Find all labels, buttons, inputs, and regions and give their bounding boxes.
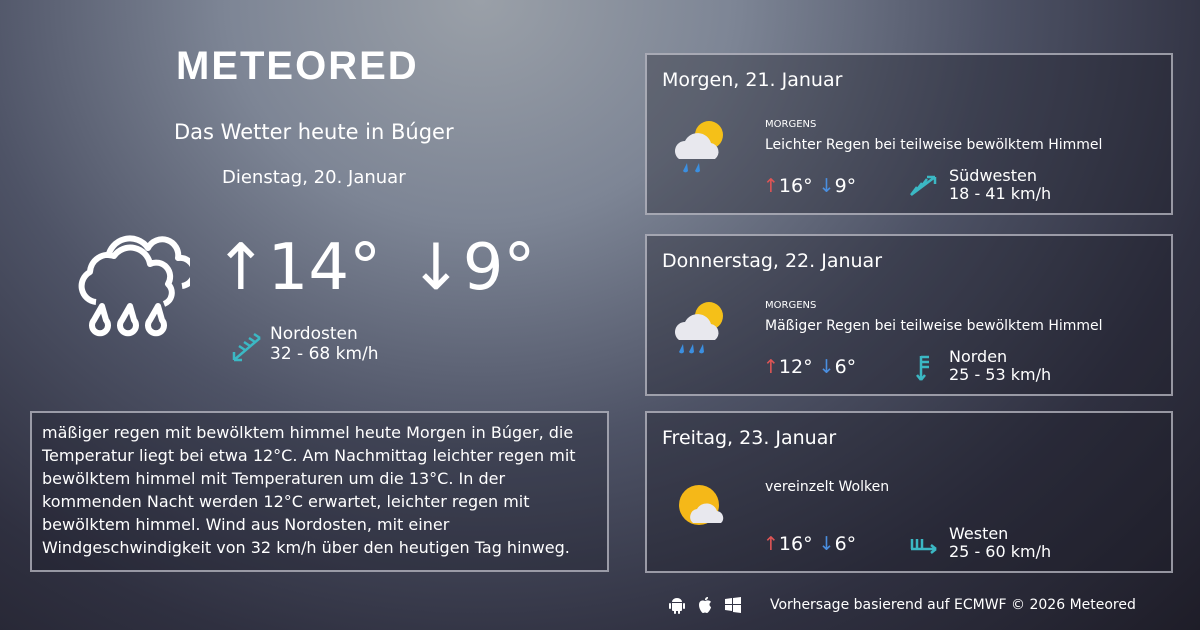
forecast-day: Freitag, 23. Januar: [662, 427, 837, 449]
sun-cloud-rain-icon: [675, 121, 723, 173]
windows-icon[interactable]: [724, 596, 742, 614]
forecast-max: 16°: [778, 175, 813, 197]
forecast-condition: Mäßiger Regen bei teilweise bewölktem Hi…: [765, 318, 1103, 334]
forecast-min: 6°: [834, 533, 857, 555]
forecast-max: 12°: [778, 356, 813, 378]
forecast-period: MORGENS: [765, 300, 817, 311]
forecast-wind-direction: Norden: [949, 347, 1008, 366]
page-title: Das Wetter heute in Búger: [174, 120, 454, 144]
forecast-day: Morgen, 21. Januar: [662, 69, 843, 91]
arrow-down-icon: ↓: [818, 533, 835, 555]
forecast-day: Donnerstag, 22. Januar: [662, 250, 883, 272]
arrow-up-icon: ↑: [763, 533, 779, 555]
footer-credit: Vorhersage basierend auf ECMWF © 2026 Me…: [770, 597, 1136, 613]
wind-southwest-icon: [910, 175, 937, 196]
forecast-card-3[interactable]: Freitag, 23. Januar vereinzelt Wolken ↑1…: [645, 411, 1173, 573]
forecast-card-2[interactable]: Donnerstag, 22. Januar MORGENS Mäßiger R…: [645, 234, 1173, 396]
today-wind-speed: 32 - 68 km/h: [270, 344, 379, 364]
wind-west-icon: [910, 539, 937, 554]
forecast-max: 16°: [778, 533, 813, 555]
forecast-wind-speed: 25 - 53 km/h: [949, 365, 1052, 384]
sun-cloud-rain-icon: [675, 302, 723, 354]
forecast-period: MORGENS: [765, 119, 817, 130]
forecast-wind-speed: 25 - 60 km/h: [949, 542, 1052, 561]
today-wind-direction: Nordosten: [270, 324, 358, 344]
arrow-up-icon: ↑: [763, 356, 779, 378]
wind-northeast-icon: [232, 332, 261, 362]
forecast-wind-direction: Südwesten: [949, 166, 1037, 185]
forecast-min: 9°: [834, 175, 857, 197]
today-min-temp: ↓9°: [409, 231, 536, 305]
android-icon[interactable]: [668, 596, 686, 614]
arrow-up-icon: ↑: [763, 175, 779, 197]
forecast-condition: Leichter Regen bei teilweise bewölktem H…: [765, 137, 1103, 153]
meteored-logo: METEORED: [176, 44, 419, 88]
today-max-temp: ↑14°: [214, 231, 382, 305]
forecast-min: 6°: [834, 356, 857, 378]
forecast-condition: vereinzelt Wolken: [765, 479, 890, 495]
wind-north-icon: [916, 355, 929, 381]
arrow-down-icon: ↓: [818, 356, 835, 378]
rain-cloud-icon: [78, 235, 190, 337]
forecast-card-1[interactable]: Morgen, 21. Januar MORGENS Leichter Rege…: [645, 53, 1173, 215]
sun-cloud-icon: [679, 485, 724, 525]
forecast-wind-direction: Westen: [949, 524, 1009, 543]
forecast-wind-speed: 18 - 41 km/h: [949, 184, 1052, 203]
weather-description: mäßiger regen mit bewölktem himmel heute…: [30, 411, 609, 572]
apple-icon[interactable]: [696, 596, 714, 614]
current-date: Dienstag, 20. Januar: [222, 167, 406, 188]
arrow-down-icon: ↓: [818, 175, 835, 197]
